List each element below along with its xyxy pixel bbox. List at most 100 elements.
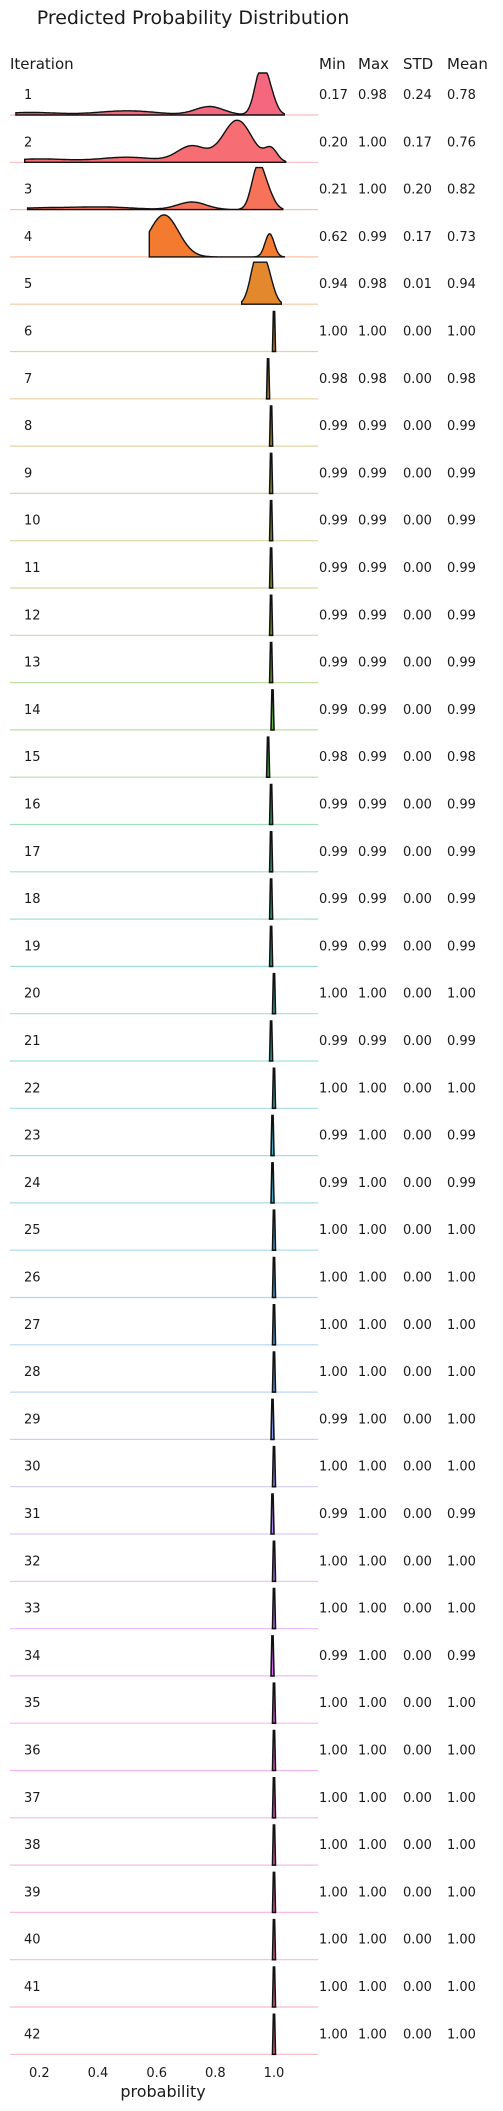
iteration-label: 40	[24, 1933, 41, 1948]
stat-std: 0.00	[403, 1318, 432, 1333]
density-curve	[268, 405, 274, 447]
ridge-row-6: 6 1.00 1.00 0.00 1.00	[10, 310, 476, 353]
stat-mean: 1.00	[447, 325, 476, 340]
stat-max: 0.99	[358, 798, 387, 813]
ridge-row-32: 32 1.00 1.00 0.00 1.00	[10, 1540, 476, 1583]
density-curve	[270, 689, 275, 731]
ridge-rows: 1 0.17 0.98 0.24 0.78 2 0.20 1.00 0.17 0.76 3 0.21 1…	[10, 72, 476, 2056]
density-curve	[265, 736, 271, 778]
stat-std: 0.00	[403, 1791, 432, 1806]
stat-min: 1.00	[319, 1081, 348, 1096]
ridge-row-19: 19 0.99 0.99 0.00 0.99	[10, 925, 476, 968]
ridge-row-23: 23 0.99 1.00 0.00 0.99	[10, 1114, 476, 1157]
stat-min: 1.00	[319, 1933, 348, 1948]
iteration-label: 21	[24, 1034, 41, 1049]
density-curve	[270, 1635, 275, 1677]
ridge-row-40: 40 1.00 1.00 0.00 1.00	[10, 1918, 476, 1961]
stat-max: 1.00	[358, 987, 387, 1002]
stat-std: 0.00	[403, 1412, 432, 1427]
ridge-row-7: 7 0.98 0.98 0.00 0.98	[10, 358, 476, 400]
stat-mean: 1.00	[447, 1838, 476, 1853]
density-curve	[271, 1209, 277, 1251]
stat-mean: 0.99	[447, 1649, 476, 1664]
ridge-row-35: 35 1.00 1.00 0.00 1.00	[10, 1682, 476, 1724]
stat-mean: 0.99	[447, 561, 476, 576]
ridge-row-18: 18 0.99 0.99 0.00 0.99	[10, 878, 476, 920]
stat-mean: 1.00	[447, 2027, 476, 2042]
stat-min: 0.99	[319, 656, 348, 671]
ridge-row-37: 37 1.00 1.00 0.00 1.00	[10, 1777, 476, 1819]
ridge-row-39: 39 1.00 1.00 0.00 1.00	[10, 1871, 476, 1914]
stat-min: 1.00	[319, 325, 348, 340]
ridge-row-22: 22 1.00 1.00 0.00 1.00	[10, 1067, 476, 1110]
stat-mean: 1.00	[447, 1602, 476, 1617]
stat-std: 0.00	[403, 1980, 432, 1995]
iteration-label: 9	[24, 466, 32, 481]
stat-mean: 0.99	[447, 703, 476, 718]
density-curve	[268, 831, 274, 873]
density-curve	[271, 1445, 277, 1488]
stat-min: 0.98	[319, 750, 348, 765]
ridge-row-24: 24 0.99 1.00 0.00 0.99	[10, 1162, 476, 1204]
iteration-label: 26	[24, 1271, 41, 1286]
iteration-label: 23	[24, 1129, 41, 1144]
density-curve	[268, 925, 274, 968]
iteration-label: 37	[24, 1791, 41, 1806]
stat-max: 0.99	[358, 892, 387, 907]
stat-max: 1.00	[358, 135, 387, 150]
stat-std: 0.00	[403, 1649, 432, 1664]
iteration-label: 42	[24, 2027, 41, 2042]
stat-mean: 1.00	[447, 1271, 476, 1286]
ridge-row-13: 13 0.99 0.99 0.00 0.99	[10, 641, 476, 684]
ridge-row-21: 21 0.99 0.99 0.00 0.99	[10, 1020, 476, 1062]
iteration-label: 36	[24, 1744, 41, 1759]
density-curve	[15, 72, 285, 116]
density-curve	[24, 119, 287, 163]
stat-min: 0.99	[319, 466, 348, 481]
iteration-label: 34	[24, 1649, 41, 1664]
stat-mean: 0.76	[447, 135, 476, 150]
density-curve	[268, 452, 274, 495]
iteration-label: 11	[24, 561, 41, 576]
iteration-label: 35	[24, 1696, 41, 1711]
stat-min: 0.99	[319, 514, 348, 529]
stat-min: 1.00	[319, 1554, 348, 1569]
iteration-label: 19	[24, 939, 41, 954]
iteration-label: 22	[24, 1081, 41, 1096]
ridge-row-36: 36 1.00 1.00 0.00 1.00	[10, 1729, 476, 1772]
stat-std: 0.00	[403, 1081, 432, 1096]
density-curve	[268, 547, 274, 589]
iteration-label: 27	[24, 1318, 41, 1333]
stat-min: 0.20	[319, 135, 348, 150]
ridge-row-14: 14 0.99 0.99 0.00 0.99	[10, 689, 476, 731]
stat-std: 0.00	[403, 1744, 432, 1759]
stat-min: 0.99	[319, 1412, 348, 1427]
stat-mean: 1.00	[447, 1412, 476, 1427]
ridge-row-34: 34 0.99 1.00 0.00 0.99	[10, 1635, 476, 1677]
ridge-row-42: 42 1.00 1.00 0.00 1.00	[10, 2013, 476, 2056]
stat-max: 0.99	[358, 514, 387, 529]
density-curve	[271, 1067, 277, 1110]
density-curve	[271, 1824, 277, 1866]
density-curve	[265, 358, 271, 400]
stat-std: 0.00	[403, 703, 432, 718]
stat-mean: 1.00	[447, 1885, 476, 1900]
iteration-label: 10	[24, 514, 41, 529]
iteration-label: 12	[24, 608, 41, 623]
stat-std: 0.00	[403, 1271, 432, 1286]
ridge-row-2: 2 0.20 1.00 0.17 0.76	[10, 119, 476, 163]
iteration-label: 3	[24, 183, 32, 198]
stat-std: 0.00	[403, 325, 432, 340]
ridge-row-15: 15 0.98 0.99 0.00 0.98	[10, 736, 476, 778]
iteration-label: 33	[24, 1602, 41, 1617]
stat-mean: 1.00	[447, 1223, 476, 1238]
stat-min: 0.99	[319, 892, 348, 907]
ridge-row-26: 26 1.00 1.00 0.00 1.00	[10, 1256, 476, 1299]
stat-mean: 1.00	[447, 1554, 476, 1569]
density-curve	[270, 1398, 275, 1441]
x-tick-label: 0.6	[146, 2066, 167, 2081]
stat-mean: 0.99	[447, 608, 476, 623]
stat-std: 0.00	[403, 1507, 432, 1522]
iteration-label: 20	[24, 987, 41, 1002]
stat-std: 0.00	[403, 466, 432, 481]
